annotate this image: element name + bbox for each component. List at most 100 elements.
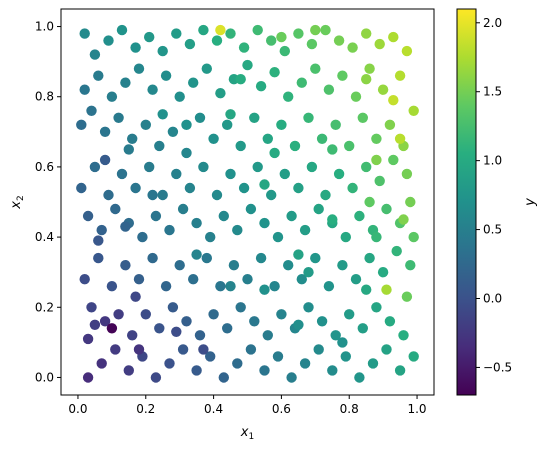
scatter-point	[381, 203, 392, 215]
scatter-point	[191, 217, 202, 229]
scatter-point	[272, 231, 284, 243]
scatter-point	[215, 24, 226, 36]
colorbar-tick-label: 0.5	[483, 223, 502, 237]
y-tick-label: 0.0	[35, 370, 54, 384]
scatter-point	[306, 161, 318, 173]
scatter-point	[330, 119, 341, 130]
scatter-point	[303, 302, 314, 313]
scatter-point	[259, 179, 270, 190]
scatter-point	[205, 231, 216, 243]
scatter-point	[255, 81, 267, 92]
scatter-point	[225, 28, 236, 39]
scatter-point	[194, 112, 206, 124]
scatter-point	[405, 260, 416, 271]
scatter-point	[279, 45, 290, 57]
scatter-point	[150, 210, 162, 222]
scatter-point	[364, 63, 375, 74]
scatter-point	[371, 302, 382, 313]
scatter-point	[371, 231, 382, 243]
scatter-point	[174, 260, 185, 271]
scatter-point	[361, 161, 372, 173]
scatter-point	[374, 38, 385, 50]
scatter-point	[364, 196, 375, 208]
scatter-point	[286, 210, 297, 222]
scatter-point	[208, 133, 219, 144]
scatter-point	[82, 372, 94, 383]
scatter-point	[381, 284, 392, 295]
scatter-point	[398, 214, 409, 225]
scatter-point	[198, 161, 209, 173]
scatter-point	[344, 140, 355, 152]
x-tick-label: 1.0	[407, 402, 426, 416]
scatter-point	[79, 28, 90, 39]
scatter-point	[79, 84, 90, 95]
scatter-point	[262, 330, 273, 341]
scatter-point	[113, 112, 124, 124]
scatter-point	[160, 70, 172, 81]
scatter-point	[310, 252, 321, 264]
scatter-point	[171, 28, 182, 39]
scatter-point	[218, 210, 229, 222]
scatter-point	[401, 45, 413, 57]
y-tick-label: 0.8	[35, 90, 54, 104]
scatter-point	[167, 126, 179, 137]
scatter-point	[252, 161, 263, 173]
x-tick-label: 0.2	[136, 402, 155, 416]
scatter-point	[333, 168, 345, 180]
scatter-point	[157, 189, 168, 201]
scatter-point	[357, 323, 368, 334]
colorbar-tick-label: 1.0	[483, 154, 502, 168]
scatter-point	[86, 105, 97, 117]
colorbar-label: y	[523, 198, 538, 207]
scatter-point	[225, 168, 236, 180]
scatter-point	[337, 70, 348, 81]
scatter-point	[79, 274, 90, 285]
scatter-point	[120, 260, 131, 271]
scatter-point	[340, 351, 351, 362]
scatter-point	[408, 351, 419, 362]
scatter-point	[286, 372, 297, 383]
scatter-point	[147, 252, 158, 264]
scatter-point	[127, 330, 138, 341]
scatter-point	[330, 330, 341, 341]
scatter-point	[86, 302, 97, 313]
scatter-point	[245, 344, 257, 355]
scatter-point	[99, 154, 111, 166]
scatter-point	[201, 252, 212, 264]
scatter-point	[306, 38, 318, 50]
scatter-point	[127, 133, 138, 144]
colorbar	[456, 8, 477, 396]
scatter-point	[269, 281, 280, 292]
scatter-point	[133, 274, 145, 285]
scatter-point	[377, 84, 389, 95]
scatter-point	[235, 74, 246, 85]
scatter-point	[89, 49, 101, 60]
scatter-point	[242, 59, 253, 71]
scatter-point	[144, 31, 155, 43]
scatter-point	[269, 67, 280, 78]
y-axis-ticks: 0.0 0.2 0.4 0.6 0.8 1.0	[35, 20, 61, 384]
scatter-point	[384, 316, 396, 327]
scatter-point	[208, 309, 219, 320]
scatter-point	[289, 140, 301, 152]
scatter-point	[293, 182, 304, 194]
scatter-point	[154, 140, 165, 152]
scatter-point	[76, 119, 87, 130]
scatter-point	[401, 291, 413, 302]
scatter-point	[296, 274, 307, 285]
scatter-point	[388, 95, 399, 106]
scatter-point	[238, 42, 250, 53]
scatter-point	[181, 119, 192, 130]
scatter-point	[364, 252, 375, 264]
scatter-point	[377, 267, 389, 278]
x-tick-label: 0.8	[340, 402, 359, 416]
scatter-point	[164, 358, 175, 369]
y-axis-label: x2	[9, 195, 26, 209]
scatter-point	[245, 203, 257, 215]
scatter-point	[215, 281, 226, 292]
scatter-point	[103, 35, 114, 46]
scatter-point	[113, 309, 124, 320]
scatter-point	[384, 119, 396, 130]
